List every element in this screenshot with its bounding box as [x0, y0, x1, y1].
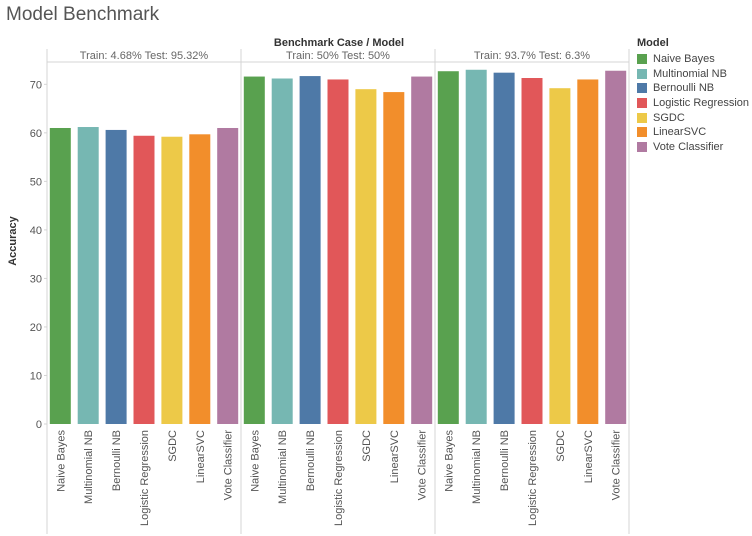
- bar: LinearSVC: 71: [577, 79, 599, 424]
- legend-label: SGDC: [653, 111, 685, 124]
- x-tick-label: Multinomial NB: [471, 430, 483, 504]
- bar: Multinomial NB: 71.2: [271, 78, 293, 424]
- x-tick-label: Bernoulli NB: [111, 430, 123, 491]
- bar: LinearSVC: 59.7: [189, 134, 211, 424]
- x-tick-label: Logistic Regression: [527, 430, 539, 526]
- y-tick-label: 40: [30, 225, 42, 237]
- legend-swatch: [637, 83, 647, 94]
- x-tick-label: Bernoulli NB: [305, 430, 317, 491]
- bar: Vote Classifier: 61: [217, 127, 239, 425]
- x-tick-label: Multinomial NB: [277, 430, 289, 504]
- legend-label: Logistic Regression: [653, 97, 749, 110]
- bar: Bernoulli NB: 60.6: [105, 129, 127, 424]
- y-tick-label: 70: [30, 79, 42, 91]
- y-tick-label: 30: [30, 273, 42, 285]
- y-axis-label: Accuracy: [7, 215, 19, 265]
- panel-header: Train: 50% Test: 50%: [286, 50, 390, 62]
- x-tick-label: Naive Bayes: [55, 430, 67, 492]
- bar: SGDC: 59.2: [161, 136, 183, 424]
- x-tick-label: Naive Bayes: [443, 430, 455, 492]
- legend-swatch: [637, 98, 647, 109]
- x-tick-label: LinearSVC: [583, 430, 595, 483]
- x-tick-label: LinearSVC: [389, 430, 401, 483]
- y-axis-ticks: 0 10 20 30 40 50 60 70: [30, 79, 47, 431]
- legend-title: Model: [637, 37, 669, 49]
- x-tick-label: SGDC: [361, 430, 373, 462]
- bar: Multinomial NB: 73: [465, 69, 487, 425]
- x-tick-label: Multinomial NB: [83, 430, 95, 504]
- legend-swatch: [637, 127, 647, 138]
- bar: Bernoulli NB: 71.7: [299, 76, 321, 424]
- panel-header: Train: 4.68% Test: 95.32%: [80, 50, 209, 62]
- legend-swatch: [637, 54, 647, 65]
- column-header: Benchmark Case / Model: [274, 37, 404, 49]
- panel: Train: 4.68% Test: 95.32% Naive Bayes: 61…: [49, 50, 239, 526]
- bar: Multinomial NB: 61.2: [77, 127, 99, 424]
- bar: Logistic Regression: 71.3: [521, 78, 543, 425]
- bar: LinearSVC: 68.4: [383, 92, 405, 425]
- legend-item[interactable]: Multinomial NB: [637, 67, 749, 82]
- x-tick-label: Vote Classifier: [223, 430, 235, 501]
- x-tick-label: Vote Classifier: [417, 430, 429, 501]
- legend-label: LinearSVC: [653, 126, 707, 139]
- legend-label: Naive Bayes: [653, 53, 715, 66]
- legend: Model Naive Bayes Multinomial NB Bernoulli…: [637, 37, 749, 154]
- x-tick-label: Naive Bayes: [249, 430, 261, 492]
- panels: Train: 4.68% Test: 95.32% Naive Bayes: 61…: [49, 50, 627, 526]
- x-tick-label: Vote Classifier: [611, 430, 623, 501]
- legend-swatch: [637, 112, 647, 123]
- legend-label: Multinomial NB: [653, 67, 727, 80]
- legend-item[interactable]: Naive Bayes: [637, 52, 749, 67]
- x-tick-label: Logistic Regression: [139, 430, 151, 526]
- chart-title: Model Benchmark: [6, 4, 160, 25]
- y-tick-label: 50: [30, 176, 42, 188]
- x-tick-label: Bernoulli NB: [499, 430, 511, 491]
- legend-items: Naive Bayes Multinomial NB Bernoulli NB Log…: [637, 52, 749, 154]
- legend-label: Vote Classifier: [653, 140, 724, 153]
- panel-frame: [46, 49, 630, 534]
- x-tick-label: SGDC: [555, 430, 567, 462]
- bar: Vote Classifier: 71.6: [411, 76, 433, 424]
- legend-item[interactable]: Logistic Regression: [637, 96, 749, 111]
- legend-item[interactable]: Bernoulli NB: [637, 81, 749, 96]
- bar: Naive Bayes: 61: [49, 127, 71, 425]
- bar: Naive Bayes: 71.6: [243, 76, 265, 424]
- x-tick-label: Logistic Regression: [333, 430, 345, 526]
- legend-item[interactable]: Vote Classifier: [637, 140, 749, 155]
- legend-swatch: [637, 68, 647, 79]
- x-tick-label: LinearSVC: [195, 430, 207, 483]
- y-tick-label: 0: [36, 419, 42, 431]
- panel: Train: 50% Test: 50% Naive Bayes: 71.6 Nai…: [243, 50, 433, 526]
- bar: Logistic Regression: 71: [327, 79, 349, 424]
- legend-item[interactable]: SGDC: [637, 110, 749, 125]
- bar: Logistic Regression: 59.4: [133, 135, 155, 424]
- bar: Vote Classifier: 72.8: [605, 70, 627, 424]
- legend-swatch: [637, 141, 647, 152]
- panel: Train: 93.7% Test: 6.3% Naive Bayes: 72.7…: [437, 50, 627, 526]
- y-tick-label: 10: [30, 370, 42, 382]
- panel-header: Train: 93.7% Test: 6.3%: [474, 50, 590, 62]
- legend-item[interactable]: LinearSVC: [637, 125, 749, 140]
- bar: Naive Bayes: 72.7: [437, 71, 459, 424]
- legend-label: Bernoulli NB: [653, 82, 715, 95]
- y-tick-label: 20: [30, 322, 42, 334]
- y-tick-label: 60: [30, 128, 42, 140]
- bar: SGDC: 69.2: [549, 88, 571, 425]
- x-tick-label: SGDC: [167, 430, 179, 462]
- bar: SGDC: 69: [355, 89, 377, 425]
- bar: Bernoulli NB: 72.4: [493, 72, 515, 425]
